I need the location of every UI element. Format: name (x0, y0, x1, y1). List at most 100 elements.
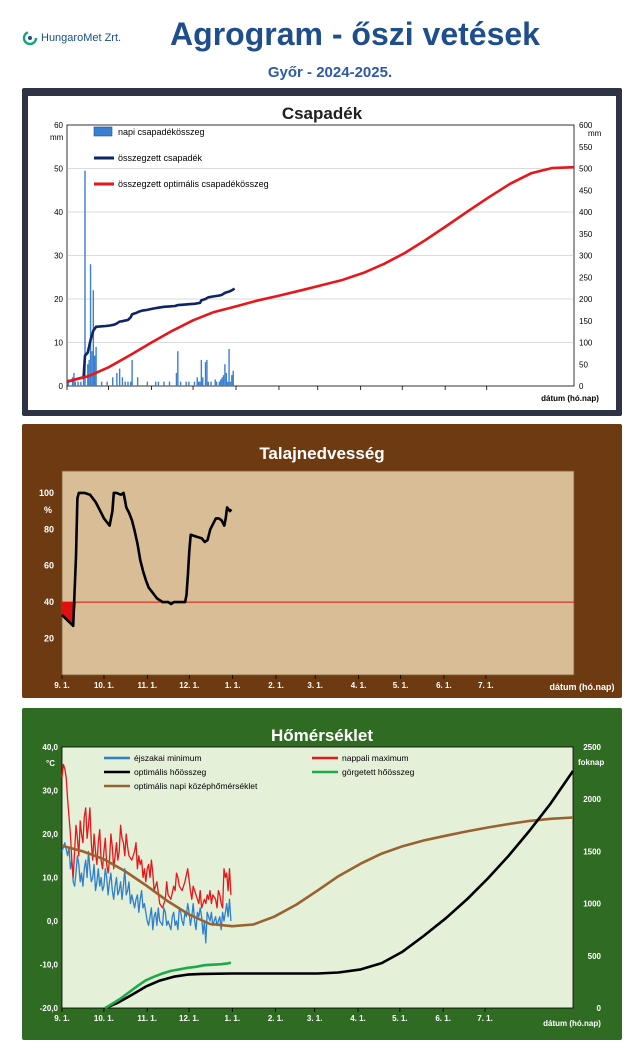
precip-daily-bar (179, 381, 182, 386)
temp-y-tick-left: 30,0 (42, 787, 58, 796)
precip-title: Csapadék (282, 104, 363, 123)
precip-series-line (66, 287, 236, 383)
temp-x-tick-label: 6. 1. (435, 1014, 451, 1023)
precip-daily-bar (220, 379, 222, 386)
page-subtitle: Győr - 2024-2025. (267, 64, 393, 81)
temp-x-tick-label: 5. 1. (392, 1014, 408, 1023)
precip-daily-bar (84, 170, 86, 386)
precip-daily-bar (121, 377, 124, 386)
precip-y-tick-right: 150 (579, 317, 593, 326)
temp-legend-label: éjszakai minimum (134, 753, 202, 763)
precip-daily-bar (74, 381, 77, 386)
precip-y-tick-right: 50 (579, 360, 588, 369)
soil-y-tick: 20 (44, 634, 54, 644)
temp-y-tick-left: -10,0 (40, 961, 59, 970)
precip-daily-bar (207, 381, 209, 386)
precip-daily-bar (130, 381, 132, 386)
soil-x-tick-label: 3. 1. (307, 681, 323, 690)
precip-daily-bar (67, 379, 70, 386)
precip-x-tick-label: 4. 1. (353, 392, 369, 401)
temp-legend-label: görgetett hőösszeg (342, 767, 415, 777)
temp-y-tick-right: 2500 (583, 743, 601, 752)
precip-x-tick-label: 2. 1. (271, 392, 287, 401)
temp-legend-label: optimális napi középhőmérséklet (134, 781, 258, 791)
precip-daily-bar (193, 381, 196, 386)
hungaromet-logo-icon (22, 30, 38, 46)
precip-daily-bar (228, 349, 230, 386)
temp-x-tick-label: 9. 1. (54, 1014, 70, 1023)
precip-y-tick-right: 350 (579, 230, 593, 239)
precip-daily-bar (127, 381, 129, 386)
precip-daily-bar (95, 346, 97, 386)
soil-x-tick-label: 1. 1. (225, 681, 241, 690)
precip-daily-bar (146, 381, 149, 386)
precip-x-tick-label: 12. 1. (183, 392, 203, 401)
precip-daily-bar (163, 381, 165, 386)
precip-daily-bar (77, 381, 79, 386)
temp-y-tick-left: -20,0 (40, 1004, 59, 1013)
temp-x-tick-label: 1. 1. (225, 1014, 241, 1023)
precip-daily-bar (226, 381, 229, 386)
soil-y-tick: 80 (44, 524, 54, 534)
soil-y-tick: 40 (44, 597, 54, 607)
precip-daily-bar (199, 381, 201, 386)
precip-daily-bar (136, 377, 139, 386)
soil-x-tick-label: 2. 1. (268, 681, 284, 690)
soil-x-tick-label: 6. 1. (436, 681, 452, 690)
temp-ylabel-left: °C (46, 759, 55, 768)
precip-daily-bar (91, 351, 93, 386)
precip-y-tick-right: 100 (579, 339, 593, 348)
precip-legend-label: napi csapadékösszeg (118, 127, 205, 137)
soil-x-tick-label: 5. 1. (393, 681, 409, 690)
precip-daily-bar (229, 381, 232, 386)
precip-y-tick-right: 200 (579, 295, 593, 304)
precip-daily-bar (222, 375, 225, 386)
precip-y-tick-left: 20 (54, 295, 63, 304)
temp-x-tick-label: 4. 1. (350, 1014, 366, 1023)
precip-daily-bar (92, 290, 95, 386)
precip-x-tick-label: 6. 1. (437, 392, 453, 401)
precip-y-tick-right: 450 (579, 186, 593, 195)
soil-plot-area (61, 470, 575, 676)
precip-y-tick-right: 500 (579, 165, 593, 174)
temp-y-tick-right: 1500 (583, 847, 601, 856)
precip-daily-bar (118, 368, 121, 386)
precip-xlabel: dátum (hó.nap) (541, 394, 599, 403)
precip-daily-bar (157, 381, 160, 386)
precip-daily-bar (154, 381, 157, 386)
precip-ylabel-right: mm (588, 129, 602, 138)
precip-daily-bar (215, 381, 218, 386)
soil-x-tick-label: 7. 1. (478, 681, 494, 690)
page-title: Agrogram - őszi vetések (170, 16, 540, 52)
temp-legend-label: nappali maximum (342, 753, 409, 763)
soil-x-tick-label: 4. 1. (351, 681, 367, 690)
precip-x-tick-label: 5. 1. (394, 392, 410, 401)
precip-y-tick-left: 60 (54, 121, 63, 130)
temp-chart: Hőmérséklet -20,0 -10,0 0,0 10,0 20,0 30,0 40,… (40, 726, 605, 1028)
precip-daily-bar (218, 381, 221, 386)
temp-series-line (61, 816, 574, 928)
soil-x-tick-label: 9. 1. (54, 681, 70, 690)
temp-legend-label: optimális hőösszeg (134, 767, 207, 777)
precip-legend-label: összegzett optimális csapadékösszeg (118, 179, 269, 189)
temp-y-tick-right: 0 (597, 1004, 602, 1013)
precip-legend-label: összegzett csapadék (118, 153, 203, 163)
temp-y-tick-left: 0,0 (47, 917, 59, 926)
precip-daily-bar (206, 359, 208, 386)
precip-y-tick-right: 250 (579, 273, 593, 282)
precip-daily-bar (124, 381, 126, 386)
precip-daily-bar (231, 375, 233, 386)
precip-daily-bar (196, 377, 198, 386)
temp-y-tick-right: 1000 (583, 900, 601, 909)
precip-series-line (66, 165, 575, 383)
soil-moisture-line (61, 491, 233, 628)
precip-daily-bar (185, 381, 187, 386)
soil-panel: Talajnedvesség 20 40 60 80 100 9. 1. 10. 1. 11.… (22, 424, 622, 698)
temp-x-tick-label: 11. 1. (137, 1014, 157, 1023)
precip-y-tick-right: 600 (579, 121, 593, 130)
precip-y-tick-left: 50 (54, 165, 63, 174)
precip-x-tick-label: 11. 1. (142, 392, 162, 401)
temp-x-tick-label: 7. 1. (477, 1014, 493, 1023)
temp-y-tick-right: 2000 (583, 795, 601, 804)
precip-x-tick-label: 10. 1. (99, 392, 119, 401)
